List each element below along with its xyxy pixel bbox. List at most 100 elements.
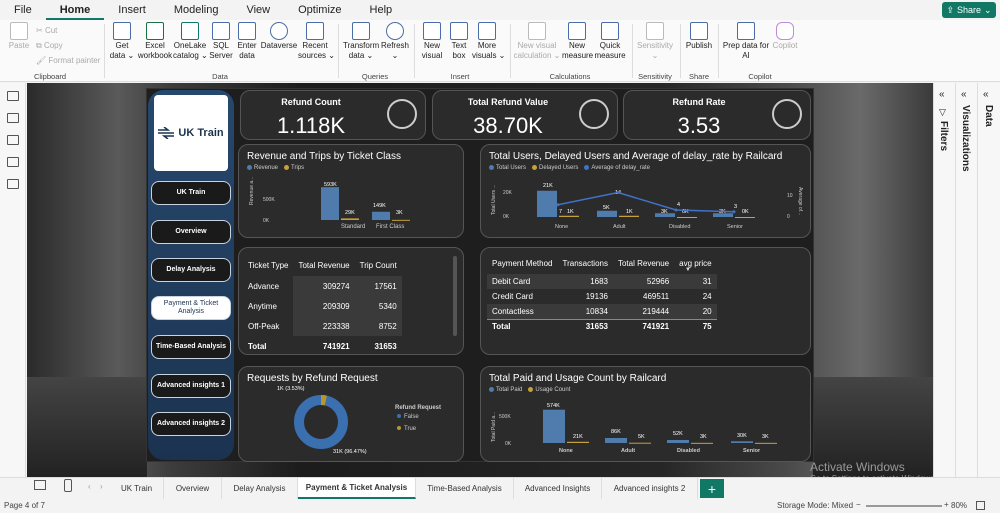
table-scrollbar[interactable]	[453, 256, 457, 336]
bar-usage-count[interactable]	[629, 442, 651, 444]
mobile-view-icon[interactable]	[64, 479, 72, 492]
bar-delayed-users[interactable]	[677, 217, 697, 218]
tab-advanced-insights[interactable]: Advanced Insights	[514, 478, 602, 499]
tab-next-icon[interactable]: ›	[100, 482, 103, 491]
bar-delayed-users[interactable]	[559, 215, 579, 217]
column-header[interactable]: Total Revenue	[298, 260, 350, 270]
refund-request-chart[interactable]: Requests by Refund Request 1K (3.53%) 31…	[238, 366, 464, 462]
dataverse-button[interactable]: Dataverse	[260, 22, 298, 51]
bar-total-users[interactable]	[655, 213, 675, 217]
menu-help[interactable]: Help	[369, 4, 393, 16]
column-header[interactable]: Payment Method	[492, 258, 553, 268]
menu-view[interactable]: View	[246, 4, 271, 16]
tab-advanced-insights-2[interactable]: Advanced insights 2	[602, 478, 698, 499]
table-view-icon[interactable]	[6, 113, 19, 123]
collapse-icon[interactable]: «	[939, 89, 945, 100]
zoom-in-icon[interactable]: +	[944, 500, 949, 509]
line-point[interactable]	[674, 208, 678, 212]
dax-query-icon[interactable]	[6, 157, 19, 167]
users-delay-chart[interactable]: Total Users, Delayed Users and Average o…	[480, 144, 811, 238]
bar-usage-count[interactable]	[755, 442, 777, 444]
tab-time-based-analysis[interactable]: Time-Based Analysis	[416, 478, 514, 499]
nav-uk-train-button[interactable]: UK Train	[151, 181, 231, 205]
filters-label[interactable]: Filters	[938, 121, 949, 152]
visualizations-label[interactable]: Visualizations	[960, 105, 971, 172]
transform-data-button[interactable]: Transform data ⌄	[343, 22, 379, 61]
bar-revenue[interactable]	[321, 187, 339, 220]
copy-button[interactable]: ⧉ Copy	[36, 41, 63, 50]
report-view-icon[interactable]	[6, 91, 19, 101]
bar-total-paid[interactable]	[731, 441, 753, 443]
tmdl-view-icon[interactable]	[6, 179, 19, 189]
onelake-catalog-button[interactable]: OneLake catalog ⌄	[173, 22, 208, 61]
line-point[interactable]	[732, 210, 736, 214]
paste-button[interactable]: Paste	[6, 22, 32, 51]
line-avg-delay-rate[interactable]	[557, 191, 735, 213]
nav-delay-analysis-button[interactable]: Delay Analysis	[151, 258, 231, 282]
column-header[interactable]: Transactions	[562, 258, 608, 268]
enter-data-button[interactable]: Enter data	[234, 22, 260, 61]
tab-overview[interactable]: Overview	[164, 478, 222, 499]
column-header[interactable]: Ticket Type	[248, 260, 289, 270]
visualizations-panel[interactable]: « Visualizations	[955, 83, 977, 477]
excel-workbook-button[interactable]: Excel workbook	[137, 22, 173, 61]
model-view-icon[interactable]	[6, 135, 19, 145]
add-page-button[interactable]: +	[700, 479, 724, 498]
nav-advanced-1-button[interactable]: Advanced insights 1	[151, 374, 231, 398]
new-visual-calculation-button[interactable]: New visual calculation ⌄	[512, 22, 562, 61]
nav-time-based-button[interactable]: Time-Based Analysis	[151, 335, 231, 359]
menu-optimize[interactable]: Optimize	[298, 4, 342, 16]
format-painter-button[interactable]: 🖌 Format painter	[36, 56, 101, 65]
menu-modeling[interactable]: Modeling	[173, 4, 219, 16]
sort-desc-icon[interactable]: ▼	[685, 267, 691, 273]
more-visuals-button[interactable]: More visuals ⌄	[472, 22, 505, 61]
fit-to-page-icon[interactable]	[976, 501, 985, 510]
zoom-slider[interactable]	[866, 505, 942, 507]
new-visual-button[interactable]: New visual	[418, 22, 446, 61]
data-panel[interactable]: « Data	[977, 83, 1000, 477]
bar-revenue[interactable]	[372, 211, 390, 220]
bar-trips[interactable]	[341, 218, 359, 220]
bar-usage-count[interactable]	[691, 442, 713, 444]
bar-delayed-users[interactable]	[619, 215, 639, 217]
revenue-trips-chart[interactable]: Revenue and Trips by Ticket Class Revenu…	[238, 144, 464, 238]
column-header[interactable]: avg price	[679, 258, 712, 268]
share-button[interactable]: ⇪ Share ⌄	[942, 2, 996, 18]
collapse-icon[interactable]: «	[983, 89, 989, 100]
refresh-button[interactable]: Refresh ⌄	[380, 22, 410, 61]
ticket-type-table[interactable]: Ticket Type Total Revenue Trip Count Adv…	[238, 247, 464, 355]
payment-method-table[interactable]: Payment Method Transactions Total Revenu…	[480, 247, 811, 355]
cut-button[interactable]: ✂ Cut	[36, 26, 58, 35]
bar-delayed-users[interactable]	[735, 217, 755, 218]
sql-server-button[interactable]: SQL Server	[208, 22, 234, 61]
text-box-button[interactable]: Text box	[446, 22, 472, 61]
new-measure-button[interactable]: New measure	[562, 22, 593, 61]
quick-measure-button[interactable]: Quick measure	[594, 22, 626, 61]
nav-payment-ticket-button[interactable]: Payment & Ticket Analysis	[151, 296, 231, 320]
tab-prev-icon[interactable]: ‹	[88, 482, 91, 491]
get-data-button[interactable]: Get data ⌄	[108, 22, 136, 61]
tab-uk-train[interactable]: UK Train	[110, 478, 164, 499]
bar-total-paid[interactable]	[667, 439, 689, 443]
recent-sources-button[interactable]: Recent sources ⌄	[298, 22, 335, 61]
collapse-icon[interactable]: «	[961, 89, 967, 100]
bar-total-users[interactable]	[597, 210, 617, 217]
tab-payment-ticket-analysis[interactable]: Payment & Ticket Analysis	[298, 478, 416, 499]
nav-overview-button[interactable]: Overview	[151, 220, 231, 244]
bar-total-paid[interactable]	[543, 409, 565, 443]
line-point[interactable]	[616, 191, 620, 194]
bar-total-users[interactable]	[713, 213, 733, 217]
prep-data-ai-button[interactable]: Prep data for AI	[722, 22, 770, 61]
bar-usage-count[interactable]	[567, 441, 589, 443]
bar-trips[interactable]	[392, 219, 410, 221]
tab-delay-analysis[interactable]: Delay Analysis	[222, 478, 298, 499]
data-label[interactable]: Data	[983, 105, 994, 127]
nav-advanced-2-button[interactable]: Advanced insights 2	[151, 412, 231, 436]
zoom-out-icon[interactable]: −	[856, 500, 861, 509]
line-point[interactable]	[556, 203, 560, 207]
menu-insert[interactable]: Insert	[118, 4, 146, 16]
paid-usage-chart[interactable]: Total Paid and Usage Count by Railcard T…	[480, 366, 811, 462]
publish-button[interactable]: Publish	[684, 22, 714, 51]
filters-panel[interactable]: « ▽ Filters	[933, 83, 955, 477]
bar-total-users[interactable]	[537, 190, 557, 217]
